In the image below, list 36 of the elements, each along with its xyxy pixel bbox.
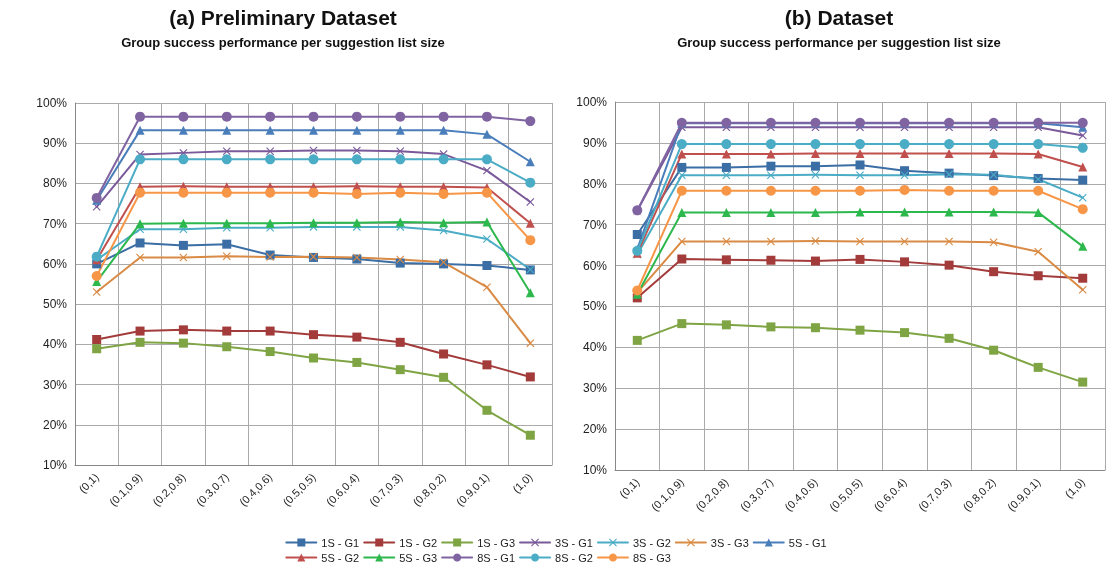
y-tick-label: 30% xyxy=(42,377,68,392)
chart-subtitle: Group success performance per suggestion list size xyxy=(677,35,1001,50)
y-tick-label: 100% xyxy=(576,95,608,109)
y-tick-label: 40% xyxy=(42,337,68,352)
y-tick-label: 10% xyxy=(582,463,608,477)
y-tick-label: 90% xyxy=(42,136,68,151)
legend-label: 8S - G2 xyxy=(555,551,593,564)
legend-label: 1S - G1 xyxy=(321,536,360,549)
y-tick-label: 20% xyxy=(582,422,608,437)
legend-label: 8S - G3 xyxy=(632,551,671,564)
y-tick-label: 30% xyxy=(582,381,608,396)
legend-label: 1S - G2 xyxy=(399,536,438,549)
chart-title: (a) Preliminary Dataset xyxy=(169,6,397,29)
chart-title: (b) Dataset xyxy=(784,6,894,29)
y-tick-label: 50% xyxy=(42,297,68,312)
legend-label: 1S - G3 xyxy=(477,536,516,549)
y-tick-label: 70% xyxy=(582,217,608,232)
chart-subtitle: Group success performance per suggestion list size xyxy=(121,35,445,50)
y-tick-label: 80% xyxy=(42,176,68,191)
legend-label: 5S - G3 xyxy=(399,551,438,564)
y-tick-label: 10% xyxy=(42,458,68,472)
legend-label: 3S - G2 xyxy=(632,536,671,549)
y-tick-label: 60% xyxy=(42,256,68,271)
legend-label: 3S - G1 xyxy=(555,536,593,549)
y-tick-label: 40% xyxy=(582,340,608,355)
y-tick-label: 90% xyxy=(582,135,608,150)
legend-label: 5S - G1 xyxy=(788,536,827,549)
y-tick-label: 60% xyxy=(582,258,608,273)
y-tick-label: 70% xyxy=(42,216,68,231)
y-tick-label: 20% xyxy=(42,417,68,432)
y-tick-label: 50% xyxy=(582,299,608,314)
y-tick-label: 80% xyxy=(582,176,608,191)
legend-label: 8S - G1 xyxy=(477,551,516,564)
y-tick-label: 100% xyxy=(36,96,68,110)
legend-label: 3S - G3 xyxy=(710,536,749,549)
legend-label: 5S - G2 xyxy=(321,551,360,564)
